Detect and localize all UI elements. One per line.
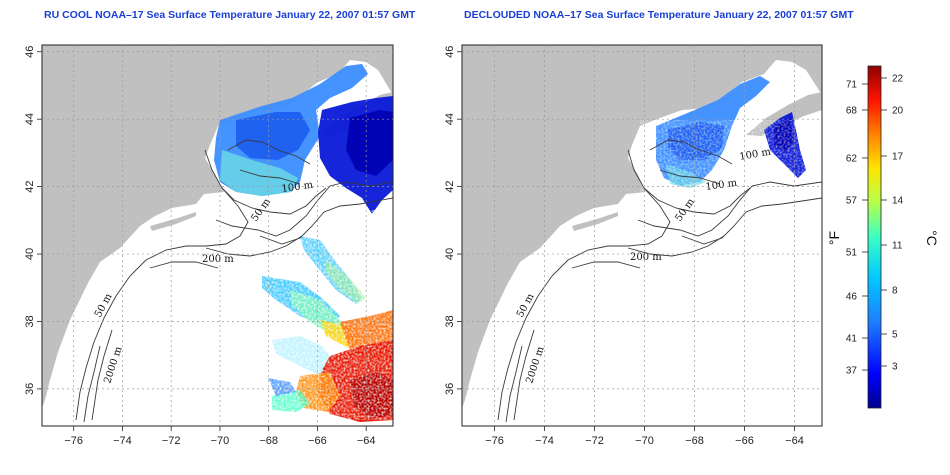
right-y-tick-label: 42 [444,180,456,192]
sst-field-left [205,64,393,422]
right-x-tick-label: −70 [635,435,654,447]
colorbar-fahrenheit-ticks: 71 68 62 57 51 46 41 37 [846,80,868,377]
left-x-tick-label: −66 [308,435,327,447]
right-y-tick-label: 40 [444,248,456,260]
right-y-tick-label: 38 [444,315,456,327]
right-x-tick-label: −74 [535,435,554,447]
left-map-frame [41,44,394,427]
bathymetry-contours-right [497,139,822,423]
left-x-tick-label: −74 [113,435,132,447]
right-x-tick-label: −66 [735,435,754,447]
contour-label-100m-right-2: 100 m [705,178,738,193]
long-island-left [150,212,196,231]
colorbar-f-tick-label: 51 [846,248,858,259]
right-map: 100 m 100 m 50 m 200 m 50 m 2000 m [462,45,822,426]
right-map-frame [461,44,823,427]
colorbar-f-tick-label: 37 [846,366,858,377]
bathymetry-contours-left [75,139,393,423]
right-y-tick-label: 44 [444,113,456,125]
left-map: 100 m 50 m 200 m 50 m 2000 m [42,45,393,426]
right-map-title: DECLOUDED NOAA–17 Sea Surface Temperatur… [464,9,854,21]
left-map-title: RU COOL NOAA–17 Sea Surface Temperature … [44,9,416,21]
left-y-tick-label: 38 [24,315,36,327]
right-grid [462,45,822,426]
right-y-tick-label: 36 [444,383,456,395]
right-x-tick-label: −64 [785,435,804,447]
left-y-tick-label: 44 [24,113,36,125]
colorbar-f-tick-label: 62 [846,154,858,165]
contour-label-200m-left: 200 m [202,254,234,265]
colorbar-c-tick-label: 20 [892,106,904,117]
colorbar-c-tick-label: 14 [892,196,904,207]
colorbar-f-tick-label: 71 [846,80,858,91]
colorbar-f-tick-label: 68 [846,106,858,117]
colorbar-c-tick-label: 11 [892,241,903,252]
right-y-tick-label: 46 [444,46,456,58]
fahrenheit-unit-label: °F [826,231,842,245]
left-y-tick-label: 46 [24,46,36,58]
left-grid [42,45,393,426]
left-axis-ticks: −76 −74 −72 −70 −68 −66 −64 36 38 40 42 44 46 [24,46,376,447]
right-x-tick-label: −76 [485,435,504,447]
colorbar-f-tick-label: 46 [846,292,858,303]
temperature-colorbar [867,65,882,409]
contour-label-100m-left: 100 m [281,180,314,195]
left-x-tick-label: −68 [259,435,278,447]
left-y-tick-label: 40 [24,248,36,260]
left-y-tick-label: 36 [24,383,36,395]
left-x-tick-label: −72 [162,435,181,447]
colorbar-celsius-ticks: 22 20 17 14 11 8 5 3 [881,74,904,373]
sst-field-right [640,76,820,195]
left-x-tick-label: −70 [211,435,230,447]
colorbar-c-tick-label: 3 [892,362,898,373]
right-axis-ticks: −76 −74 −72 −70 −68 −66 −64 36 38 40 42 44 46 [444,46,804,447]
colorbar-c-tick-label: 17 [892,152,904,163]
colorbar-c-tick-label: 5 [892,330,898,341]
long-island-right [572,212,618,231]
contour-label-200m-right: 200 m [630,252,662,263]
colorbar-c-tick-label: 8 [892,286,898,297]
colorbar-f-tick-label: 57 [846,196,858,207]
left-x-tick-label: −64 [357,435,376,447]
celsius-unit-label: °C [924,230,940,246]
colorbar-c-tick-label: 22 [892,74,904,85]
right-x-tick-label: −68 [685,435,704,447]
left-x-tick-label: −76 [64,435,83,447]
land-right [462,45,822,408]
land-left [42,45,393,408]
colorbar-f-tick-label: 41 [846,334,858,345]
right-x-tick-label: −72 [585,435,604,447]
left-y-tick-label: 42 [24,180,36,192]
